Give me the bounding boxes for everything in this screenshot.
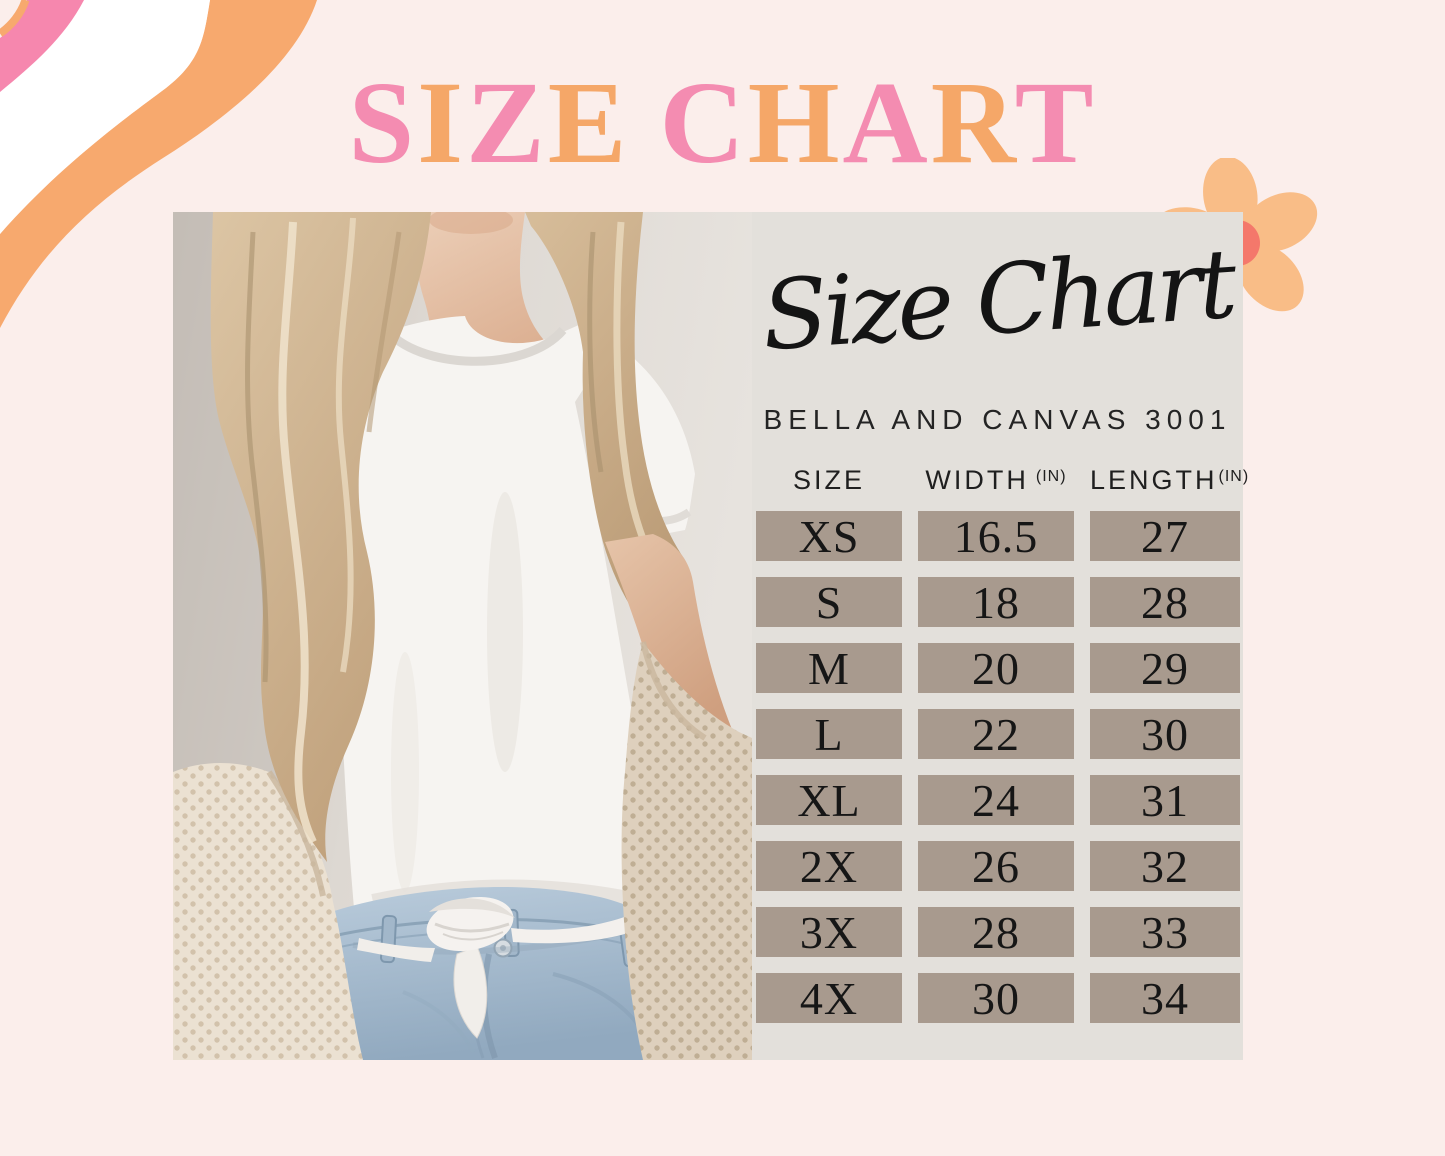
col-header-length: LENGTH(IN) — [1090, 464, 1248, 501]
size-chart-card: Size Chart BELLA AND CANVAS 3001 SIZE WI… — [173, 212, 1248, 1060]
table-row: S 18 28 — [756, 577, 1240, 628]
table-row: L 22 30 — [756, 709, 1240, 760]
title-letter: R — [930, 57, 1015, 188]
width-cell: 30 — [918, 973, 1074, 1024]
title-letter: T — [1014, 57, 1097, 188]
script-title: Size Chart — [758, 227, 1237, 373]
table-row: 4X 30 34 — [756, 973, 1240, 1024]
table-row: M 20 29 — [756, 643, 1240, 694]
width-cell: 22 — [918, 709, 1074, 760]
width-cell: 16.5 — [918, 511, 1074, 562]
product-subtitle: BELLA AND CANVAS 3001 — [763, 404, 1232, 435]
size-cell: 4X — [756, 973, 902, 1024]
table-row: 2X 26 32 — [756, 841, 1240, 892]
size-cell: S — [756, 577, 902, 628]
length-cell: 32 — [1090, 841, 1240, 892]
table-body: XS 16.5 27 S 18 28 M 20 29 L 22 30 XL 24 31 2X 26 32 3X 28 3… — [756, 511, 1240, 1024]
table-panel: Size Chart BELLA AND CANVAS 3001 SIZE WI… — [752, 212, 1248, 1060]
title-letter: Z — [466, 57, 548, 188]
swoosh-icon — [0, 0, 317, 328]
table-row: XS 16.5 27 — [756, 511, 1240, 562]
length-cell: 34 — [1090, 973, 1240, 1024]
length-cell: 29 — [1090, 643, 1240, 694]
title-letter: S — [348, 57, 418, 188]
size-cell: 2X — [756, 841, 902, 892]
size-cell: M — [756, 643, 902, 694]
table-row: XL 24 31 — [756, 775, 1240, 826]
col-header-width-label: WIDTH — [925, 465, 1029, 495]
col-header-length-label: LENGTH — [1090, 465, 1218, 495]
size-cell: XL — [756, 775, 902, 826]
length-cell: 30 — [1090, 709, 1240, 760]
length-cell: 33 — [1090, 907, 1240, 958]
length-cell: 31 — [1090, 775, 1240, 826]
title-letter: E — [547, 57, 630, 188]
table-row: 3X 28 33 — [756, 907, 1240, 958]
size-table: SIZE WIDTH (IN) LENGTH(IN) XS 16.5 27 S 18 28 M… — [756, 464, 1248, 1039]
page-title: SIZE CHART — [0, 64, 1445, 182]
col-header-size-label: SIZE — [792, 465, 865, 495]
width-cell: 20 — [918, 643, 1074, 694]
length-cell: 27 — [1090, 511, 1240, 562]
width-unit-label: (IN) — [1035, 468, 1067, 485]
title-letter: H — [747, 57, 843, 188]
width-cell: 18 — [918, 577, 1074, 628]
size-cell: 3X — [756, 907, 902, 958]
width-cell: 28 — [918, 907, 1074, 958]
width-cell: 26 — [918, 841, 1074, 892]
size-cell: L — [756, 709, 902, 760]
width-cell: 24 — [918, 775, 1074, 826]
size-cell: XS — [756, 511, 902, 562]
model-photo — [173, 212, 752, 1060]
title-letter: I — [417, 57, 467, 188]
title-letter: C — [659, 57, 748, 188]
col-header-width: WIDTH (IN) — [918, 464, 1074, 501]
title-letter: A — [842, 57, 931, 188]
length-unit-label: (IN) — [1218, 468, 1250, 485]
length-cell: 28 — [1090, 577, 1240, 628]
col-header-size: SIZE — [756, 464, 902, 501]
table-header-row: SIZE WIDTH (IN) LENGTH(IN) — [756, 464, 1248, 501]
